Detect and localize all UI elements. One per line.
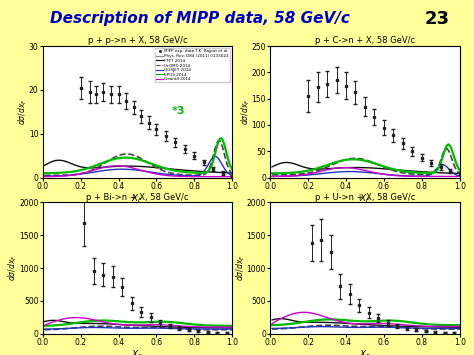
X-axis label: $X_F$: $X_F$ (131, 192, 144, 204)
X-axis label: $X_F$: $X_F$ (359, 348, 371, 355)
Y-axis label: $d\sigma/dx_F$: $d\sigma/dx_F$ (7, 255, 19, 282)
X-axis label: $X_F$: $X_F$ (359, 192, 371, 204)
Y-axis label: $d\sigma/dx_F$: $d\sigma/dx_F$ (234, 255, 246, 282)
Text: *3: *3 (172, 106, 185, 116)
Text: Description of MIPP data, 58 GeV/c: Description of MIPP data, 58 GeV/c (50, 11, 350, 26)
Y-axis label: $d\sigma/dx_F$: $d\sigma/dx_F$ (239, 98, 252, 125)
Title: p + p->n + X, 58 GeV/c: p + p->n + X, 58 GeV/c (88, 36, 187, 45)
Title: p + Bi->n + X, 58 GeV/c: p + Bi->n + X, 58 GeV/c (86, 192, 189, 202)
X-axis label: $X_F$: $X_F$ (131, 348, 144, 355)
Text: 23: 23 (425, 10, 450, 28)
Legend: MIPP exp. data T.K. Rajput et al., Phys. Rev. D84 (2011) 0133022, FTFT 2014, UrQ: MIPP exp. data T.K. Rajput et al., Phys.… (155, 48, 230, 82)
Title: p + C->n + X, 58 GeV/c: p + C->n + X, 58 GeV/c (315, 36, 415, 45)
Title: p + U->n + X, 58 GeV/c: p + U->n + X, 58 GeV/c (315, 192, 415, 202)
Y-axis label: $d\sigma/dx_F$: $d\sigma/dx_F$ (16, 98, 29, 125)
